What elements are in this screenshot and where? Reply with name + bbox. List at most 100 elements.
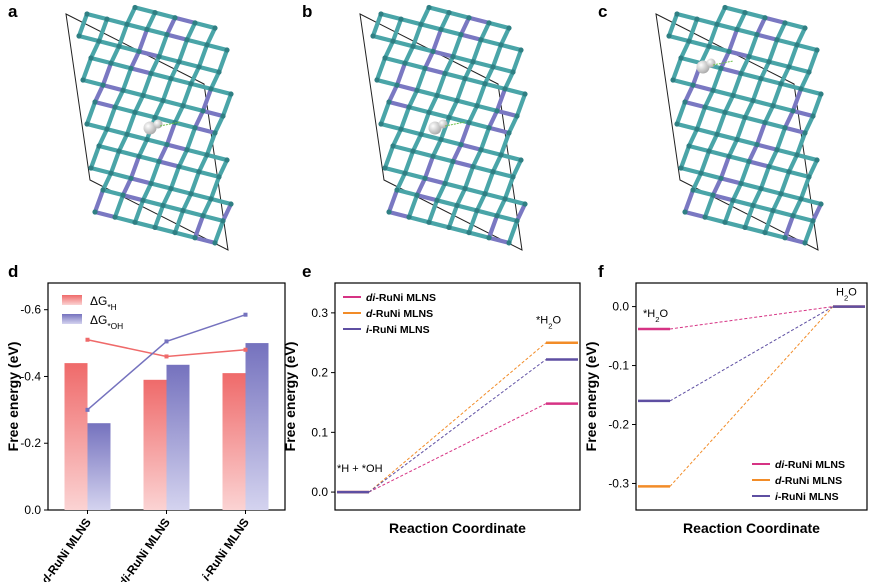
bond xyxy=(674,11,700,22)
bond xyxy=(510,47,524,75)
atom xyxy=(446,114,452,121)
atom xyxy=(192,125,198,131)
bond xyxy=(454,98,480,108)
atom xyxy=(718,65,724,71)
bond xyxy=(738,71,764,81)
bond xyxy=(120,176,134,198)
atom xyxy=(806,69,812,75)
bond xyxy=(88,55,114,66)
atom xyxy=(410,43,416,49)
bond xyxy=(738,54,752,76)
atom xyxy=(466,119,472,126)
bond xyxy=(426,220,452,230)
atom xyxy=(458,141,464,148)
bond xyxy=(200,213,226,223)
bond xyxy=(160,98,186,108)
bond xyxy=(390,39,416,49)
bond xyxy=(734,27,760,37)
bond xyxy=(758,164,772,191)
bond xyxy=(706,44,732,54)
atom xyxy=(398,126,404,132)
bond xyxy=(108,44,122,66)
bond xyxy=(402,61,428,71)
bond xyxy=(806,47,820,75)
bond xyxy=(486,108,500,130)
bond xyxy=(786,42,800,69)
bond xyxy=(474,208,500,218)
atom xyxy=(810,113,816,119)
bond xyxy=(794,152,820,163)
bond xyxy=(418,22,444,32)
atom xyxy=(394,82,400,88)
bond xyxy=(774,147,800,157)
atom xyxy=(160,97,166,104)
bond xyxy=(208,86,234,97)
legend-label: d-RuNi MLNS xyxy=(775,475,842,487)
bond xyxy=(710,193,736,203)
atom xyxy=(120,87,126,93)
atom xyxy=(216,69,222,75)
bond xyxy=(694,17,720,27)
atom xyxy=(426,219,432,225)
bond xyxy=(200,108,226,119)
atom xyxy=(402,60,408,66)
bond xyxy=(410,132,424,154)
bond xyxy=(450,32,464,59)
bond xyxy=(390,17,404,44)
bond xyxy=(402,149,416,176)
atom xyxy=(148,180,154,187)
bond xyxy=(168,76,194,86)
bond xyxy=(402,44,416,66)
atom xyxy=(678,55,684,61)
atom xyxy=(192,235,198,241)
atom xyxy=(208,196,214,202)
atom xyxy=(774,147,780,153)
bond xyxy=(446,115,472,125)
atom xyxy=(212,130,218,136)
state-main: *H xyxy=(536,315,548,327)
bond xyxy=(698,44,712,66)
bond xyxy=(414,66,428,93)
atom xyxy=(402,170,408,176)
bond xyxy=(438,27,464,37)
bond xyxy=(374,55,388,83)
bond xyxy=(196,42,210,69)
bond xyxy=(414,88,440,98)
bond xyxy=(108,61,134,71)
bond xyxy=(754,142,780,152)
trend-point xyxy=(243,312,248,317)
atom xyxy=(124,21,130,27)
bond xyxy=(726,137,740,159)
atom xyxy=(490,64,496,70)
bond xyxy=(510,157,524,179)
bond xyxy=(494,108,520,119)
atom xyxy=(814,157,820,163)
bond xyxy=(726,27,740,54)
atom xyxy=(458,31,464,38)
atom xyxy=(390,143,396,149)
bond xyxy=(394,187,420,198)
bond xyxy=(758,186,784,196)
bond xyxy=(722,93,736,115)
bond xyxy=(128,176,154,186)
bond xyxy=(782,125,808,135)
atom xyxy=(730,92,736,99)
bond xyxy=(116,132,130,154)
bond xyxy=(778,191,804,201)
bond xyxy=(506,113,520,135)
bond xyxy=(140,181,154,203)
bond xyxy=(714,22,740,32)
atom xyxy=(734,136,740,143)
legend-name: -RuNi MLNS xyxy=(375,292,436,304)
bond xyxy=(742,203,756,230)
bond xyxy=(164,32,190,42)
bond xyxy=(128,66,154,76)
atom xyxy=(486,125,492,131)
bond xyxy=(92,187,106,215)
legend-prefix: di xyxy=(366,292,376,304)
legend-main: ΔG xyxy=(90,294,107,308)
bond xyxy=(466,15,492,25)
bond xyxy=(220,201,234,223)
bond xyxy=(188,64,202,86)
